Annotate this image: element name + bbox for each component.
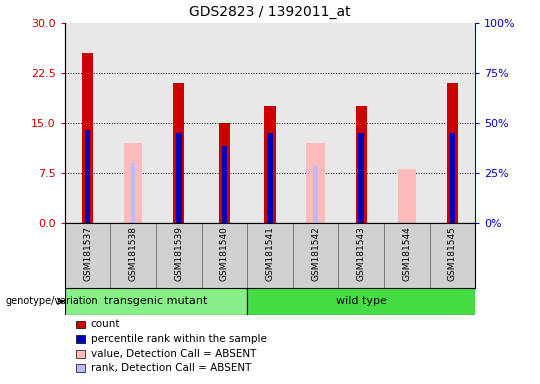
Title: GDS2823 / 1392011_at: GDS2823 / 1392011_at	[189, 5, 351, 19]
Bar	[355, 106, 367, 223]
Bar	[265, 106, 275, 223]
Bar	[82, 53, 93, 223]
Text: GSM181537: GSM181537	[83, 226, 92, 281]
Bar	[267, 133, 273, 223]
Bar	[313, 166, 318, 223]
Text: GSM181541: GSM181541	[266, 226, 274, 281]
Text: GSM181539: GSM181539	[174, 226, 183, 281]
Text: GSM181543: GSM181543	[357, 226, 366, 281]
Text: genotype/variation: genotype/variation	[5, 296, 98, 306]
Bar	[447, 83, 458, 223]
Bar	[131, 163, 136, 223]
Text: GSM181540: GSM181540	[220, 226, 229, 281]
Text: count: count	[91, 319, 120, 329]
Text: wild type: wild type	[336, 296, 387, 306]
Bar	[450, 133, 455, 223]
Text: rank, Detection Call = ABSENT: rank, Detection Call = ABSENT	[91, 363, 251, 373]
Bar	[359, 133, 364, 223]
Text: percentile rank within the sample: percentile rank within the sample	[91, 334, 267, 344]
Bar	[221, 146, 227, 223]
Bar	[307, 143, 325, 223]
Bar	[65, 288, 247, 315]
Bar	[124, 143, 143, 223]
Text: GSM181538: GSM181538	[129, 226, 138, 281]
Text: transgenic mutant: transgenic mutant	[104, 296, 208, 306]
Bar	[219, 123, 230, 223]
Text: GSM181544: GSM181544	[402, 226, 411, 281]
Text: GSM181545: GSM181545	[448, 226, 457, 281]
Bar	[247, 288, 475, 315]
Text: GSM181542: GSM181542	[311, 226, 320, 281]
Bar	[176, 133, 181, 223]
Bar	[173, 83, 185, 223]
Bar	[397, 169, 416, 223]
Text: value, Detection Call = ABSENT: value, Detection Call = ABSENT	[91, 349, 256, 359]
Bar	[85, 129, 90, 223]
